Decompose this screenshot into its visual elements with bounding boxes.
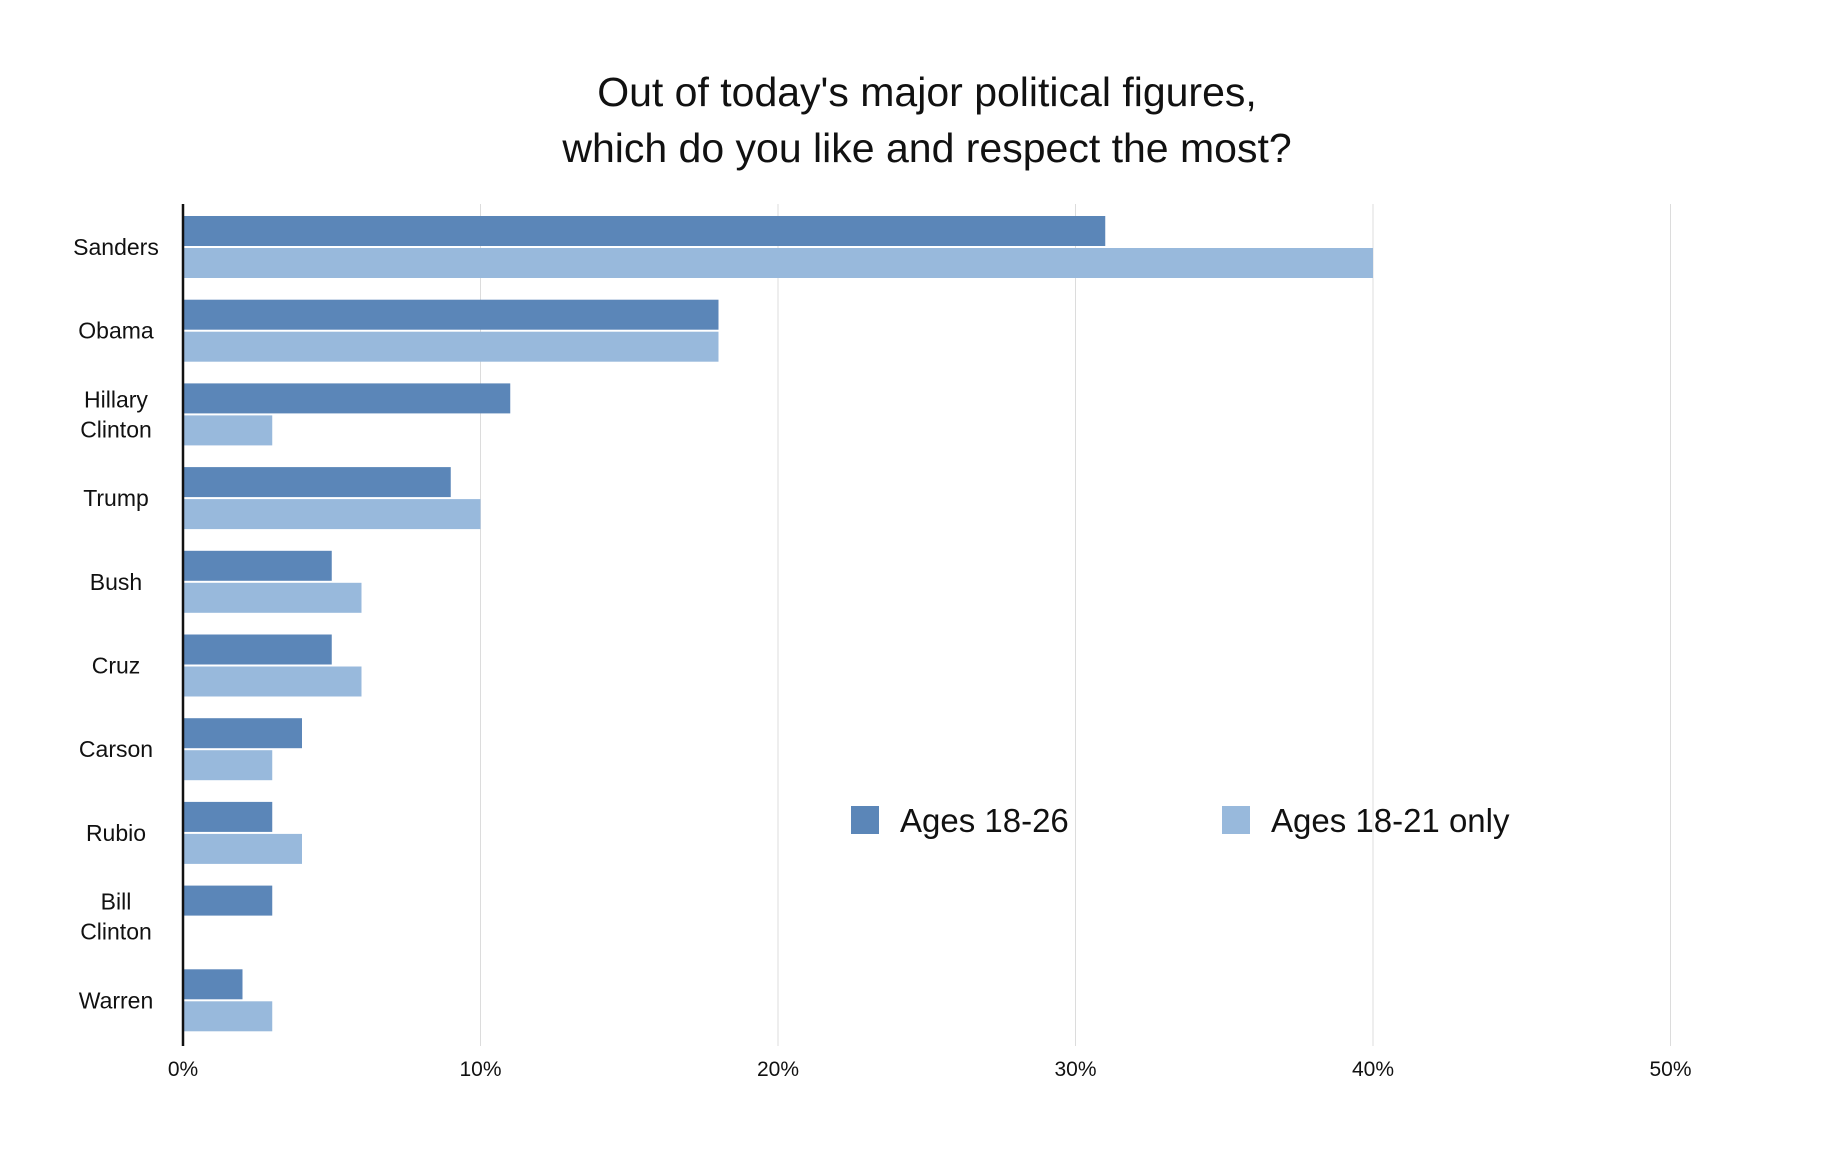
bar-series-2 (183, 1001, 273, 1032)
bar-series-1 (183, 634, 332, 665)
gridlines (480, 204, 1671, 1046)
legend-label: Ages 18-26 (900, 802, 1069, 839)
bar-series-2 (183, 582, 362, 613)
category-label: Obama (78, 318, 154, 344)
category-labels: Sanders Obama Hillary Clinton Trump Bush Cruz C… (73, 234, 159, 1013)
x-tick-labels: 0% 10% 20% 30% 40% 50% (168, 1058, 1692, 1081)
category-label: Warren (79, 987, 154, 1013)
legend-swatch (1222, 806, 1250, 834)
bar-series-1 (183, 718, 302, 749)
category-label: Carson (79, 736, 153, 762)
bar-series-1 (183, 801, 273, 832)
category-label: Trump (83, 485, 149, 511)
chart-title-line: which do you like and respect the most? (561, 125, 1291, 171)
x-tick-label: 40% (1352, 1058, 1394, 1081)
bar-series-2 (183, 833, 302, 864)
bar-series-2 (183, 750, 273, 781)
x-tick-label: 50% (1649, 1058, 1691, 1081)
legend: Ages 18-26 Ages 18-21 only (851, 802, 1510, 839)
bar-series-1 (183, 550, 332, 581)
bar-series-1 (183, 299, 719, 330)
category-label: Bush (90, 569, 142, 595)
bar-series-2 (183, 666, 362, 697)
bars (183, 216, 1373, 1032)
x-tick-label: 10% (459, 1058, 501, 1081)
bar-series-2 (183, 499, 481, 530)
bar-series-1 (183, 216, 1106, 246)
x-tick-label: 30% (1054, 1058, 1096, 1081)
bar-series-1 (183, 885, 273, 916)
x-tick-label: 0% (168, 1058, 198, 1081)
category-label: Cruz (92, 653, 141, 679)
category-label: Bill Clinton (80, 889, 152, 945)
bar-series-1 (183, 969, 243, 1000)
bar-series-1 (183, 383, 511, 414)
chart-title: Out of today's major political figures, w… (561, 69, 1291, 171)
bar-series-2 (183, 331, 719, 362)
bar-series-2 (183, 248, 1373, 278)
category-label: Rubio (86, 820, 146, 846)
category-label: Hillary Clinton (80, 386, 152, 442)
legend-swatch (851, 806, 879, 834)
chart-title-line: Out of today's major political figures, (597, 69, 1257, 115)
bar-series-1 (183, 467, 451, 498)
bar-series-2 (183, 415, 273, 446)
category-label: Sanders (73, 234, 159, 260)
legend-label: Ages 18-21 only (1271, 802, 1510, 839)
x-tick-label: 20% (757, 1058, 799, 1081)
